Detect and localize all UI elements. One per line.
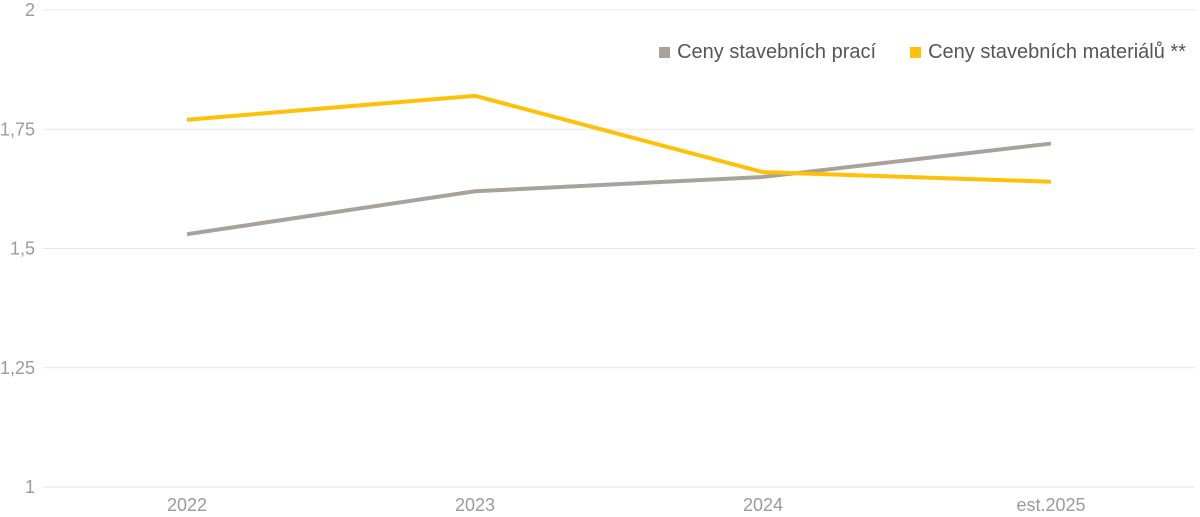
- legend-marker-yellow-square-icon: [910, 46, 922, 58]
- series-line-0: [186, 141, 1052, 237]
- y-tick-label: 2: [25, 0, 35, 20]
- chart-legend: Ceny stavebních prací Ceny stavebních ma…: [659, 40, 1186, 64]
- y-tick-label: 1,5: [10, 239, 35, 259]
- legend-item-ceny-praci: Ceny stavebních prací: [659, 40, 876, 64]
- y-tick-label: 1: [25, 477, 35, 497]
- y-tick-label: 1,25: [0, 358, 35, 378]
- legend-label-ceny-materialu: Ceny stavebních materiálů **: [928, 41, 1186, 63]
- y-tick-label: 1,75: [0, 119, 35, 139]
- legend-item-ceny-materialu: Ceny stavebních materiálů **: [910, 40, 1186, 64]
- series-line-1: [186, 93, 1052, 184]
- x-tick-label: 2022: [167, 495, 207, 515]
- x-tick-label: 2023: [455, 495, 495, 515]
- x-tick-label: 2024: [743, 495, 783, 515]
- x-tick-label: est.2025: [1016, 495, 1085, 515]
- legend-label-ceny-praci: Ceny stavebních prací: [677, 41, 877, 63]
- legend-marker-gray-square-icon: [659, 46, 671, 58]
